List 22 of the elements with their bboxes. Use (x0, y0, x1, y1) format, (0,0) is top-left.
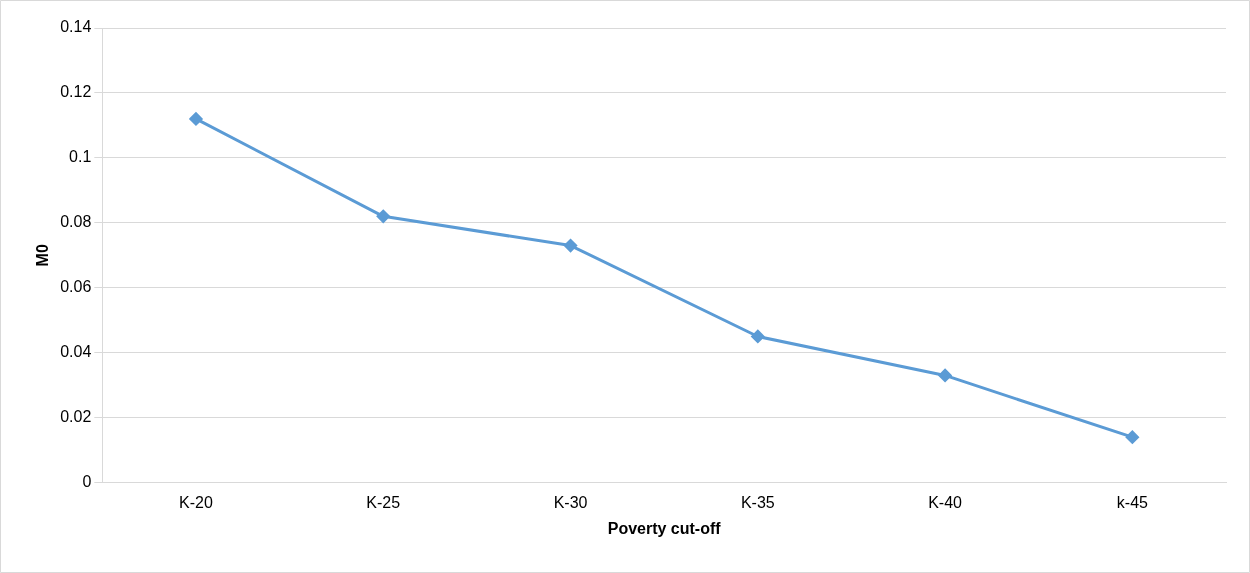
y-tick-label: 0.1 (69, 148, 92, 166)
y-tick-label: 0.06 (60, 278, 92, 296)
point (751, 329, 765, 343)
y-tick-label: 0.08 (60, 213, 92, 231)
y-tick-label: 0.02 (60, 408, 92, 426)
x-tick-label: K-40 (928, 493, 963, 511)
point (564, 239, 578, 253)
y-axis-title: M0 (34, 244, 52, 267)
point (189, 112, 203, 126)
x-tick-label: K-25 (366, 493, 401, 511)
y-tick-label: 0 (82, 473, 92, 491)
y-tick-label: 0.14 (60, 18, 92, 36)
x-tick-label: K-20 (179, 493, 213, 511)
point (938, 368, 952, 382)
y-tick-label: 0.04 (60, 343, 92, 361)
x-axis-title: Poverty cut-off (607, 519, 722, 537)
point (376, 209, 390, 223)
x-tick-label: k-45 (1116, 493, 1149, 511)
x-tick-label: K-30 (553, 493, 588, 511)
x-tick-label: K-35 (740, 493, 775, 511)
y-tick-label: 0.12 (60, 83, 92, 101)
point (1125, 430, 1139, 444)
